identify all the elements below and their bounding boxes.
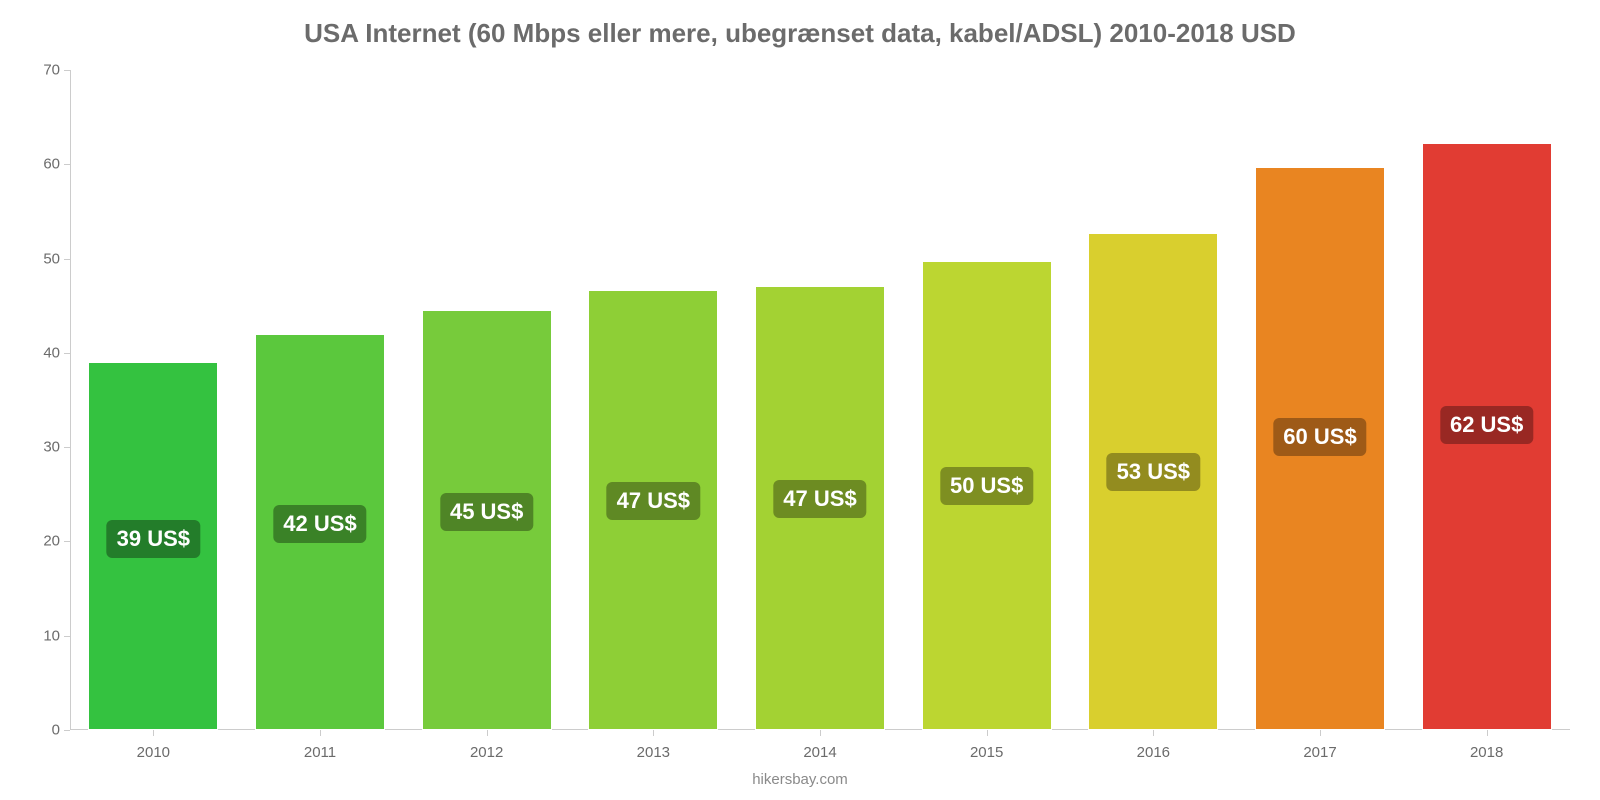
x-tick-mark [1487,730,1488,736]
value-badge: 62 US$ [1440,406,1533,444]
value-badge: 50 US$ [940,467,1033,505]
y-tick-label: 40 [20,344,60,361]
x-tick-mark [987,730,988,736]
bar-chart: USA Internet (60 Mbps eller mere, ubegræ… [0,0,1600,800]
x-tick-mark [1320,730,1321,736]
value-badge: 60 US$ [1273,418,1366,456]
y-tick-mark [64,353,70,354]
y-tick-label: 20 [20,533,60,550]
y-tick-mark [64,447,70,448]
value-badge: 53 US$ [1107,453,1200,491]
y-tick-mark [64,730,70,731]
chart-source: hikersbay.com [0,771,1600,788]
y-tick-mark [64,164,70,165]
x-tick-label: 2011 [304,744,336,761]
x-tick-label: 2010 [137,744,170,761]
x-tick-mark [1153,730,1154,736]
value-badge: 39 US$ [107,520,200,558]
plot-area: 39 US$ 42 US$ 45 US$ 47 US$ 47 US$ 50 US$ 53 U… [70,70,1570,730]
value-badge: 47 US$ [607,482,700,520]
y-tick-mark [64,636,70,637]
x-tick-label: 2012 [470,744,503,761]
y-tick-label: 60 [20,156,60,173]
y-tick-label: 30 [20,439,60,456]
y-tick-label: 70 [20,62,60,79]
y-tick-label: 10 [20,627,60,644]
value-badge: 45 US$ [440,493,533,531]
y-tick-mark [64,70,70,71]
x-tick-label: 2014 [803,744,836,761]
x-tick-mark [820,730,821,736]
x-tick-mark [320,730,321,736]
x-tick-mark [487,730,488,736]
y-tick-mark [64,541,70,542]
x-tick-label: 2016 [1137,744,1170,761]
bars-container: 39 US$ 42 US$ 45 US$ 47 US$ 47 US$ 50 US$ 53 U… [70,70,1570,730]
x-tick-label: 2018 [1470,744,1503,761]
y-tick-label: 0 [20,722,60,739]
y-tick-label: 50 [20,250,60,267]
x-tick-mark [653,730,654,736]
x-tick-label: 2013 [637,744,670,761]
x-tick-label: 2015 [970,744,1003,761]
value-badge: 47 US$ [773,480,866,518]
y-tick-mark [64,259,70,260]
chart-title: USA Internet (60 Mbps eller mere, ubegræ… [0,18,1600,49]
x-tick-mark [153,730,154,736]
x-tick-label: 2017 [1303,744,1336,761]
value-badge: 42 US$ [273,505,366,543]
